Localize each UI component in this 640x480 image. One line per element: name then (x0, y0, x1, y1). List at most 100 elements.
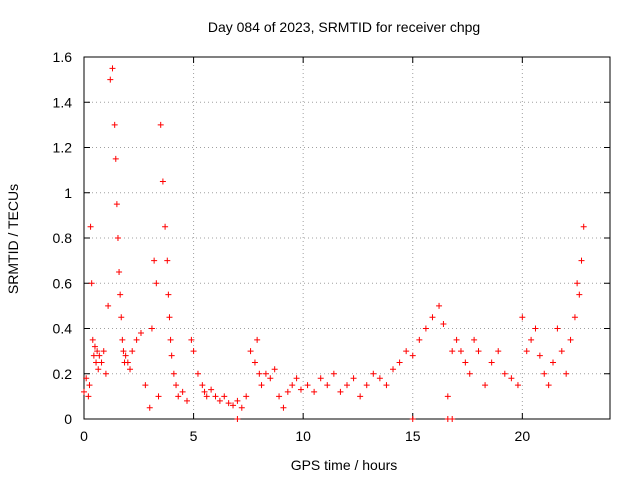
data-point (462, 359, 469, 366)
data-point (234, 397, 241, 404)
x-tick-label: 20 (515, 428, 531, 444)
data-point (142, 382, 149, 389)
data-point (194, 370, 201, 377)
data-point (390, 366, 397, 373)
data-point (571, 314, 578, 321)
data-point (85, 393, 92, 400)
data-point (96, 352, 103, 359)
data-point (83, 375, 90, 382)
data-point (284, 388, 291, 395)
data-point (173, 382, 180, 389)
data-point (416, 336, 423, 343)
data-point (523, 348, 530, 355)
data-point (100, 348, 107, 355)
data-point (225, 400, 232, 407)
data-point (116, 268, 123, 275)
chart-title: Day 084 of 2023, SRMTID for receiver chp… (208, 19, 480, 35)
data-point (234, 416, 241, 422)
data-point (98, 359, 105, 366)
x-tick-label: 0 (80, 428, 88, 444)
data-points (81, 65, 587, 422)
data-point (563, 370, 570, 377)
data-point (545, 382, 552, 389)
data-point (311, 388, 318, 395)
data-point (105, 302, 112, 309)
data-point (576, 291, 583, 298)
data-point (112, 155, 119, 162)
data-point (208, 386, 215, 393)
data-point (212, 393, 219, 400)
data-point (409, 352, 416, 359)
data-point (280, 404, 287, 411)
data-point (262, 370, 269, 377)
data-point (86, 382, 93, 389)
data-point (304, 382, 311, 389)
data-point (153, 280, 160, 287)
data-point (251, 359, 258, 366)
data-point (471, 336, 478, 343)
data-point (254, 336, 261, 343)
y-tick-label: 1.4 (53, 94, 73, 110)
data-point (383, 382, 390, 389)
data-point (457, 348, 464, 355)
data-point (574, 280, 581, 287)
data-point (151, 257, 158, 264)
data-point (137, 330, 144, 337)
data-point (184, 397, 191, 404)
data-point (466, 370, 473, 377)
data-point (129, 348, 136, 355)
data-point (396, 359, 403, 366)
data-point (449, 416, 456, 422)
data-point (258, 382, 265, 389)
data-point (119, 336, 126, 343)
data-point (111, 121, 118, 128)
data-point (495, 348, 502, 355)
y-tick-labels: 0 0.2 0.4 0.6 0.8 1 1.2 1.4 1.6 (53, 49, 73, 427)
data-point (199, 382, 206, 389)
data-point (164, 257, 171, 264)
data-point (578, 257, 585, 264)
data-point (536, 352, 543, 359)
grid (84, 57, 610, 419)
y-tick-label: 0.8 (53, 230, 73, 246)
data-point (429, 314, 436, 321)
data-point (216, 397, 223, 404)
data-point (93, 359, 100, 366)
data-point (168, 352, 175, 359)
data-point (120, 348, 127, 355)
x-tick-label: 5 (190, 428, 198, 444)
y-tick-label: 1.2 (53, 140, 73, 156)
data-point (297, 386, 304, 393)
data-point (436, 302, 443, 309)
x-tick-label: 10 (295, 428, 311, 444)
data-point (289, 382, 296, 389)
data-point (155, 393, 162, 400)
data-point (87, 223, 94, 230)
data-point (94, 348, 101, 355)
data-point (267, 375, 274, 382)
data-point (453, 336, 460, 343)
data-point (91, 343, 98, 350)
data-point (403, 348, 410, 355)
data-point (175, 393, 182, 400)
data-point (293, 375, 300, 382)
data-point (81, 388, 87, 395)
data-point (514, 382, 521, 389)
y-tick-label: 1 (64, 185, 72, 201)
data-point (317, 375, 324, 382)
data-point (508, 375, 515, 382)
data-point (580, 223, 587, 230)
x-axis-label: GPS time / hours (291, 457, 398, 473)
data-point (133, 336, 140, 343)
data-point (376, 375, 383, 382)
data-point (440, 320, 447, 327)
data-point (363, 382, 370, 389)
data-point (188, 336, 195, 343)
data-point (230, 402, 237, 409)
data-point (449, 348, 456, 355)
y-axis-label: SRMTID / TECUs (5, 184, 21, 294)
data-point (102, 370, 109, 377)
data-point (482, 382, 489, 389)
data-point (122, 352, 129, 359)
